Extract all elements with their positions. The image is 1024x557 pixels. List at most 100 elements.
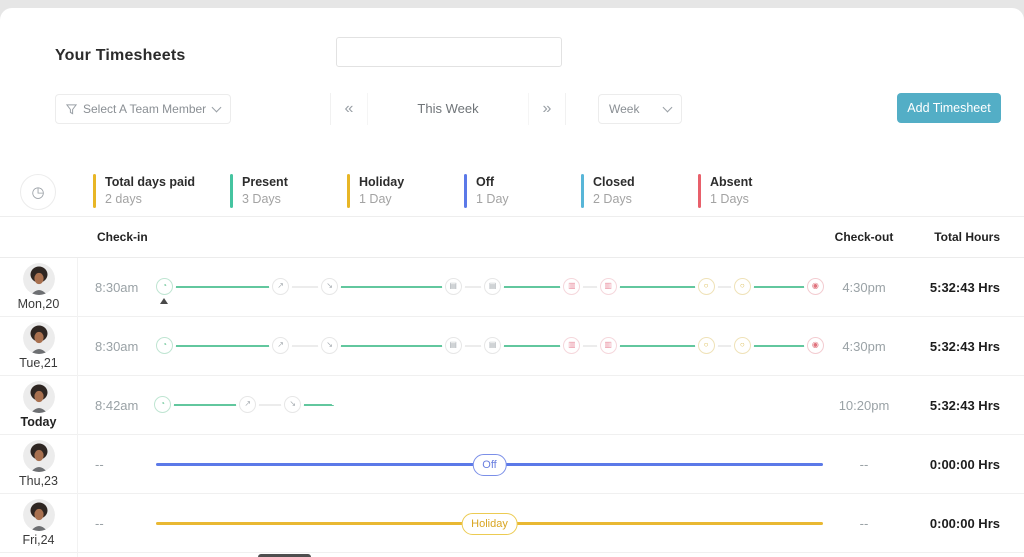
work-segment	[607, 285, 706, 288]
legend-item-total-days-paid: Total days paid 2 days	[93, 174, 230, 208]
checkout-icon[interactable]: ◉	[806, 336, 824, 354]
checkin-icon[interactable]: ◔	[154, 395, 172, 413]
timesheet-rows: Mon,20 8:30am ◔ ↗ ↘ ▤ ▤ ▥ ▥ ○ ○ ◉ 4:30pm 5:32:43 Hrs T…	[0, 257, 1024, 557]
team-member-filter-dropdown[interactable]: Select A Team Member	[55, 94, 231, 124]
break-out-icon[interactable]: ↗	[272, 277, 290, 295]
status-tooltip: Absent	[258, 554, 311, 557]
table-header: Check-in Check-out Total Hours	[0, 217, 1024, 258]
timeline-track	[154, 553, 825, 557]
break-in-icon[interactable]: ▥	[599, 336, 617, 354]
day-label: Today	[20, 415, 57, 429]
day-label: Fri,24	[22, 533, 55, 547]
summary-legend: ◷ Total days paid 2 days Present 3 Days Holi…	[0, 166, 1024, 217]
timeline-track: ◔ ↗ ↘	[154, 376, 825, 435]
holiday-badge: Holiday	[461, 512, 518, 535]
checkin-icon[interactable]: ◔	[156, 277, 174, 295]
legend-label: Closed	[593, 175, 635, 189]
break-in-icon[interactable]: ↘	[321, 336, 339, 354]
total-hours: 5:32:43 Hrs	[929, 397, 1000, 413]
break-segment	[705, 344, 742, 347]
timeline-track: ◔ ↗ ↘ ▤ ▤ ▥ ▥ ○ ○ ◉	[154, 317, 825, 376]
day-label: Tue,21	[19, 356, 58, 370]
filter-funnel-icon	[66, 103, 77, 114]
day-cell: Tue,21	[0, 316, 78, 376]
break-in-icon[interactable]: ○	[733, 277, 751, 295]
legend-label: Total days paid	[105, 175, 196, 189]
work-segment	[741, 344, 815, 347]
break-segment	[705, 285, 742, 288]
team-member-filter-label: Select A Team Member	[83, 102, 207, 116]
break-in-icon[interactable]: ▤	[484, 336, 502, 354]
work-segment	[164, 285, 281, 288]
break-out-icon[interactable]: ○	[697, 277, 715, 295]
break-out-icon[interactable]: ▤	[444, 277, 462, 295]
break-in-icon[interactable]: ↘	[284, 395, 302, 413]
work-segment	[292, 403, 334, 406]
legend-value: 2 Days	[593, 192, 632, 206]
avatar	[22, 440, 55, 472]
add-timesheet-button[interactable]: Add Timesheet	[897, 93, 1001, 123]
clock-icon: ◷	[20, 174, 56, 210]
break-segment	[280, 285, 330, 288]
break-out-icon[interactable]: ▤	[444, 336, 462, 354]
break-segment	[571, 285, 608, 288]
search-input[interactable]	[336, 37, 562, 67]
legend-item-present: Present 3 Days	[230, 174, 347, 208]
timesheets-page: Your Timesheets Select A Team Member « T…	[0, 8, 1024, 557]
work-segment	[607, 344, 706, 347]
break-in-icon[interactable]: ▤	[484, 277, 502, 295]
legend-value: 2 days	[105, 192, 142, 206]
legend-color-bar	[230, 174, 233, 208]
view-period-select[interactable]: Week	[598, 94, 682, 124]
day-cell: Today	[0, 375, 78, 435]
next-week-button[interactable]: »	[529, 100, 565, 118]
day-cell: Mon,20	[0, 257, 78, 317]
chevron-down-icon	[211, 102, 222, 113]
total-hours: 5:32:43 Hrs	[929, 279, 1000, 295]
table-row-today: Today 8:42am ◔ ↗ ↘ 10:20pm 5:32:43 Hrs	[0, 375, 1024, 435]
legend-color-bar	[93, 174, 96, 208]
legend-value: 1 Day	[359, 192, 392, 206]
break-out-icon[interactable]: ↗	[239, 395, 257, 413]
total-hours: 0:00:00 Hrs	[929, 515, 1000, 531]
legend-item-closed: Closed 2 Days	[581, 174, 698, 208]
timeline-track: Holiday	[154, 494, 825, 553]
work-segment	[162, 403, 248, 406]
column-header-checkout: Check-out	[834, 230, 894, 244]
work-segment	[329, 344, 453, 347]
table-row-tue-21: Tue,21 8:30am ◔ ↗ ↘ ▤ ▤ ▥ ▥ ○ ○ ◉ 4:30pm 5:32:43 Hrs	[0, 316, 1024, 376]
table-row	[0, 552, 1024, 557]
break-out-icon[interactable]: ▥	[563, 277, 581, 295]
checkout-time: 10:20pm	[838, 397, 890, 413]
current-marker-icon	[160, 297, 169, 304]
day-cell: Fri,24	[0, 493, 78, 553]
break-out-icon[interactable]: ○	[697, 336, 715, 354]
checkout-icon[interactable]: ◉	[806, 277, 824, 295]
timeline-track: ◔ ↗ ↘ ▤ ▤ ▥ ▥ ○ ○ ◉	[154, 258, 825, 317]
checkout-time: 4:30pm	[842, 338, 886, 354]
legend-color-bar	[347, 174, 350, 208]
break-out-icon[interactable]: ↗	[272, 336, 290, 354]
legend-item-off: Off 1 Day	[464, 174, 581, 208]
current-week-label: This Week	[367, 93, 529, 125]
work-segment	[329, 285, 453, 288]
prev-week-button[interactable]: «	[331, 100, 367, 118]
legend-label: Off	[476, 175, 495, 189]
checkin-icon[interactable]: ◔	[156, 336, 174, 354]
break-in-icon[interactable]: ○	[733, 336, 751, 354]
break-out-icon[interactable]: ▥	[563, 336, 581, 354]
chevron-down-icon	[662, 102, 673, 113]
work-segment	[492, 285, 572, 288]
work-segment	[164, 344, 281, 347]
break-in-icon[interactable]: ▥	[599, 277, 617, 295]
day-cell	[0, 552, 78, 557]
break-segment	[452, 285, 493, 288]
work-segment	[492, 344, 572, 347]
avatar	[22, 499, 55, 531]
week-navigation: « This Week »	[330, 93, 566, 125]
legend-color-bar	[464, 174, 467, 208]
legend-item-absent: Absent 1 Days	[698, 174, 815, 208]
break-segment	[452, 344, 493, 347]
break-in-icon[interactable]: ↘	[321, 277, 339, 295]
table-row-mon-20: Mon,20 8:30am ◔ ↗ ↘ ▤ ▤ ▥ ▥ ○ ○ ◉ 4:30pm 5:32:43 Hrs	[0, 257, 1024, 317]
